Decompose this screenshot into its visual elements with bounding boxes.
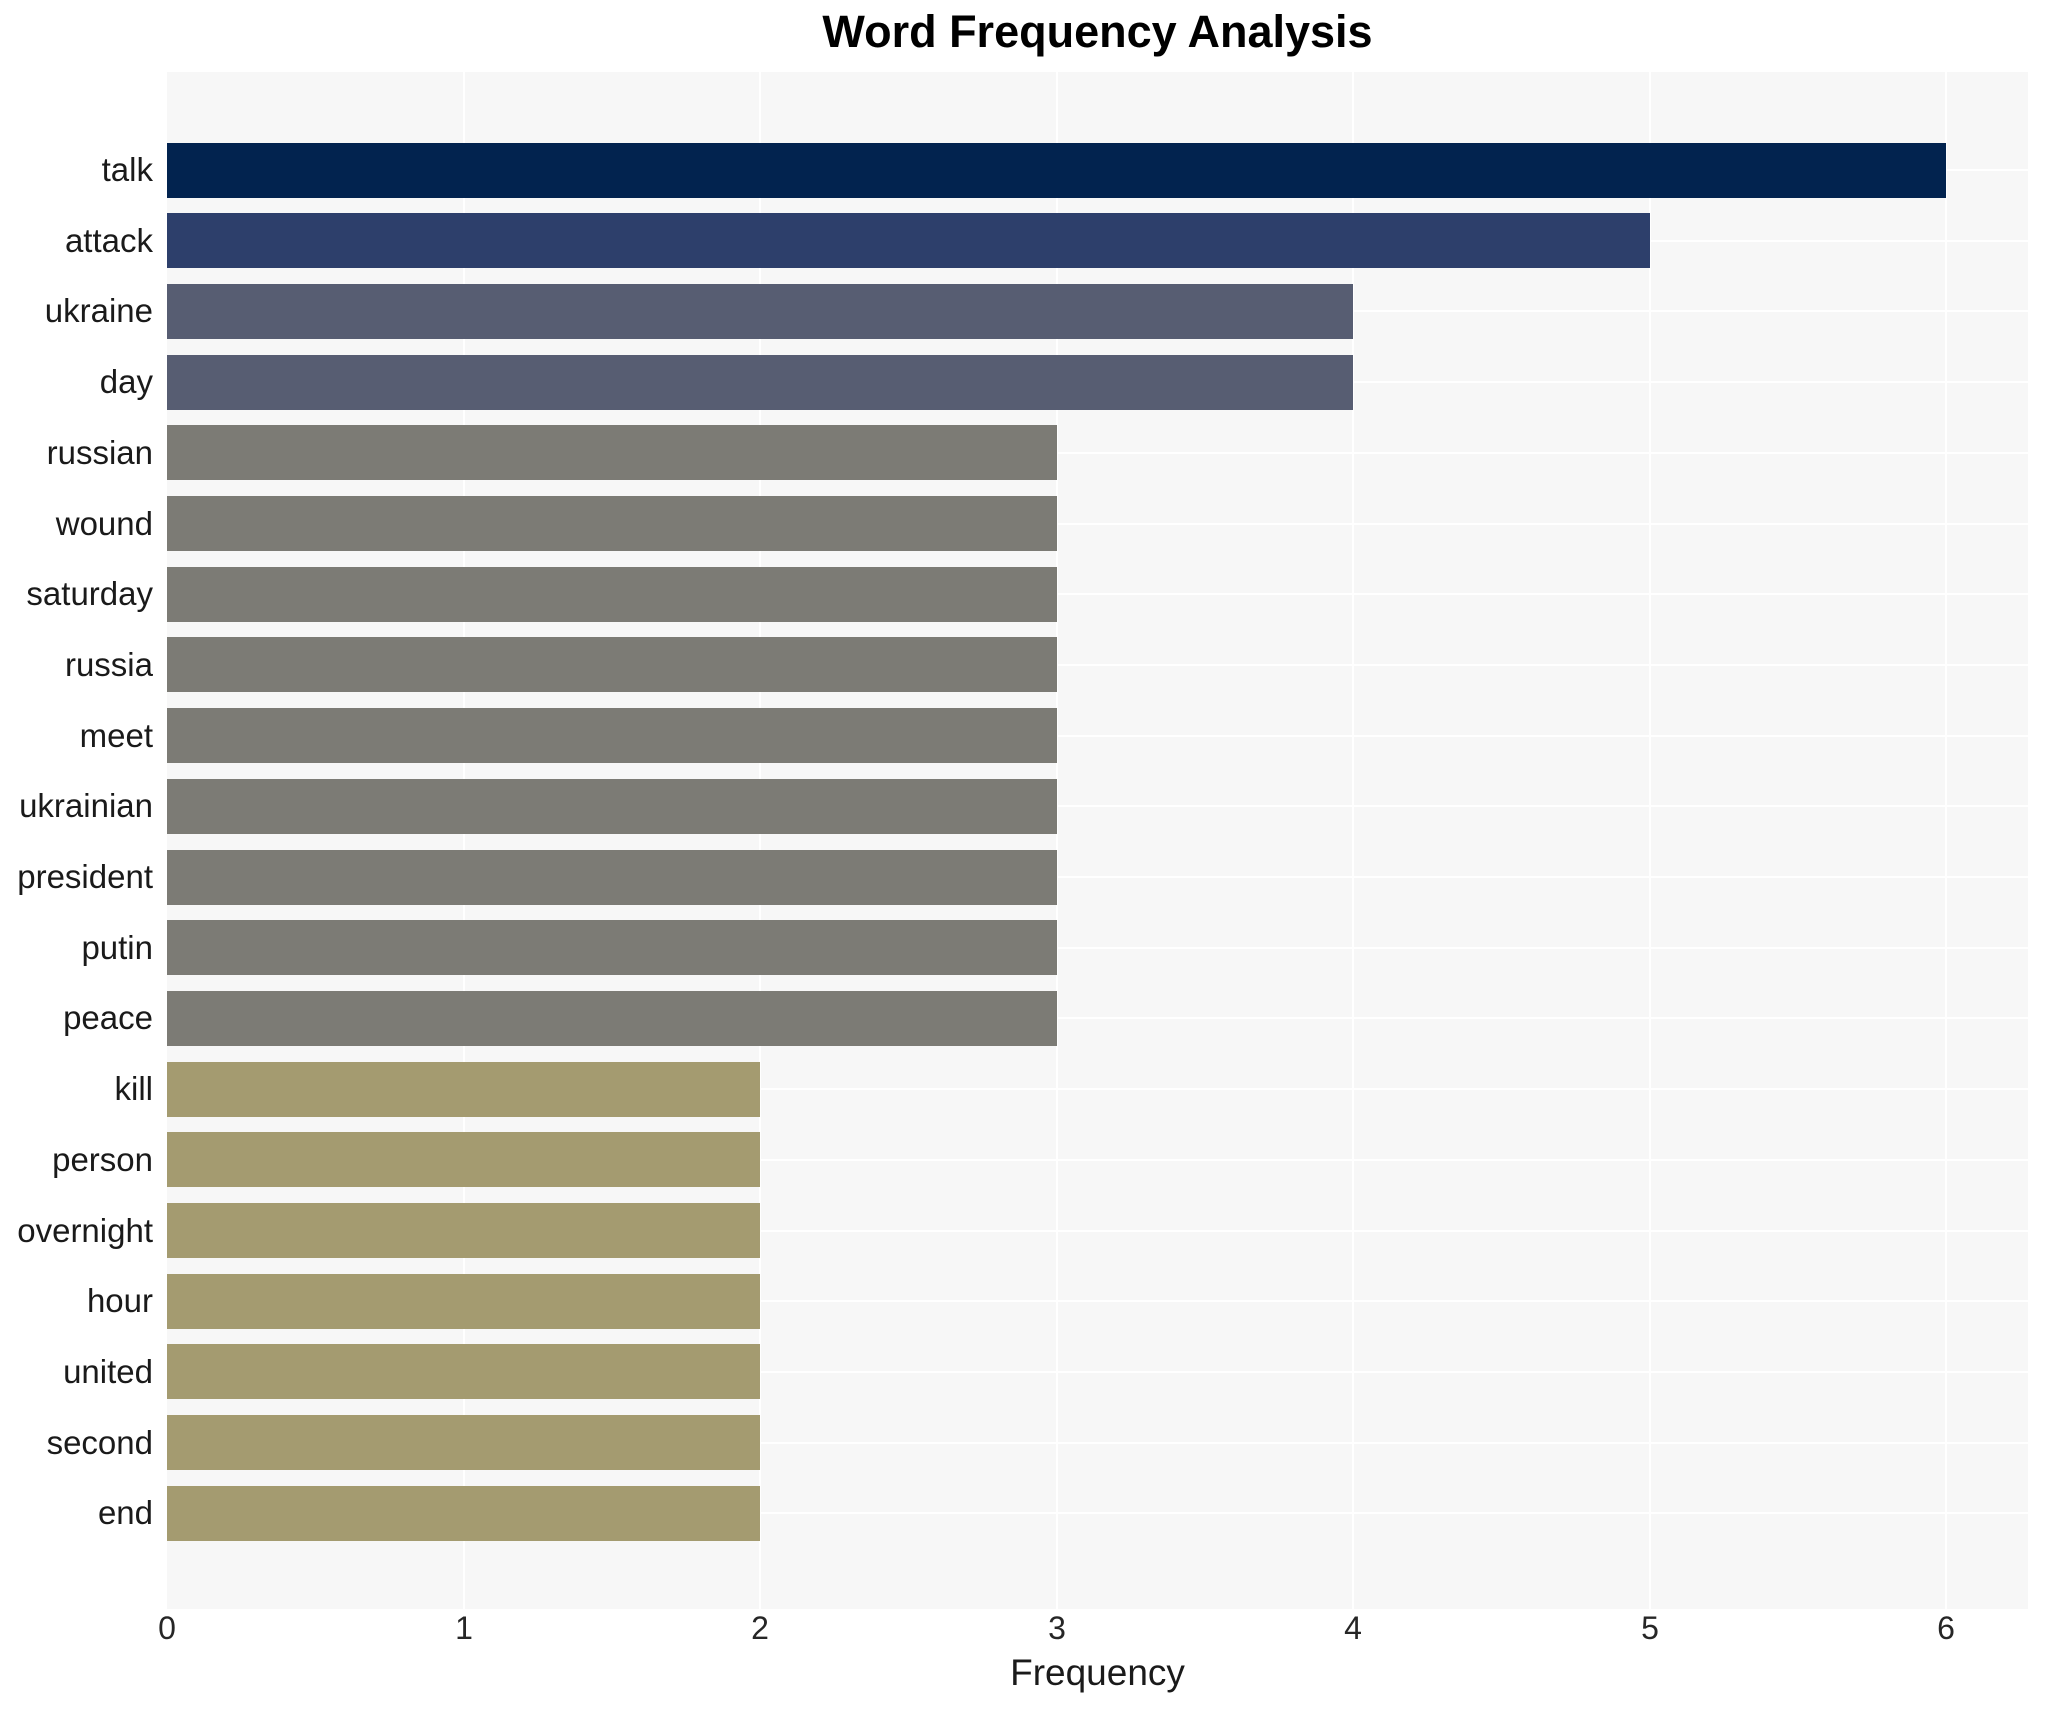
x-tick-2: 2 bbox=[751, 1610, 769, 1646]
bar-saturday bbox=[167, 567, 1057, 622]
bar-overnight bbox=[167, 1203, 760, 1258]
gridline-horizontal-hour bbox=[167, 1300, 2028, 1303]
gridline-vertical-3 bbox=[1056, 72, 1058, 1609]
gridline-horizontal-peace bbox=[167, 1017, 2028, 1020]
gridline-horizontal-end bbox=[167, 1512, 2028, 1515]
bar-person bbox=[167, 1132, 760, 1187]
gridline-horizontal-person bbox=[167, 1158, 2028, 1161]
bar-ukrainian bbox=[167, 779, 1057, 834]
gridline-vertical-2 bbox=[759, 72, 761, 1609]
plot-area bbox=[167, 72, 2028, 1609]
x-tick-3: 3 bbox=[1048, 1610, 1066, 1646]
y-label-hour: hour bbox=[86, 1282, 153, 1319]
bar-end bbox=[167, 1486, 760, 1541]
gridline-horizontal-united bbox=[167, 1370, 2028, 1373]
gridline-vertical-6 bbox=[1945, 72, 1947, 1609]
gridline-horizontal-overnight bbox=[167, 1229, 2028, 1232]
y-label-wound: wound bbox=[55, 505, 153, 542]
gridline-horizontal-president bbox=[167, 876, 2028, 878]
y-label-ukrainian: ukrainian bbox=[19, 787, 153, 824]
y-label-russia: russia bbox=[64, 646, 153, 683]
bar-president bbox=[167, 850, 1057, 905]
y-label-end: end bbox=[97, 1494, 153, 1531]
gridline-horizontal-kill bbox=[167, 1088, 2028, 1091]
bar-kill bbox=[167, 1062, 760, 1117]
y-label-peace: peace bbox=[63, 999, 153, 1036]
bar-wound bbox=[167, 496, 1057, 551]
gridline-horizontal-saturday bbox=[167, 593, 2028, 596]
y-label-saturday: saturday bbox=[26, 575, 153, 612]
bar-peace bbox=[167, 991, 1057, 1046]
gridline-vertical-1 bbox=[463, 72, 465, 1609]
y-label-russian: russian bbox=[46, 434, 153, 471]
gridline-vertical-4 bbox=[1352, 72, 1354, 1609]
bar-ukraine bbox=[167, 284, 1353, 339]
bar-meet bbox=[167, 708, 1057, 763]
y-label-meet: meet bbox=[79, 717, 153, 754]
gridline-vertical-5 bbox=[1649, 72, 1651, 1609]
y-label-president: president bbox=[17, 858, 153, 895]
gridline-horizontal-russian bbox=[167, 451, 2028, 454]
y-label-overnight: overnight bbox=[17, 1212, 153, 1249]
bar-russia bbox=[167, 637, 1057, 692]
gridline-horizontal-wound bbox=[167, 522, 2028, 525]
gridline-horizontal-russia bbox=[167, 663, 2028, 666]
y-label-ukraine: ukraine bbox=[44, 292, 153, 329]
gridline-horizontal-second bbox=[167, 1441, 2028, 1444]
x-tick-0: 0 bbox=[158, 1610, 176, 1646]
y-label-day: day bbox=[99, 363, 153, 400]
y-label-putin: putin bbox=[81, 929, 153, 966]
bar-putin bbox=[167, 920, 1057, 975]
x-tick-1: 1 bbox=[455, 1610, 473, 1646]
y-label-talk: talk bbox=[101, 151, 153, 188]
bar-hour bbox=[167, 1274, 760, 1329]
bar-talk bbox=[167, 143, 1946, 198]
x-tick-5: 5 bbox=[1641, 1610, 1659, 1646]
chart-title: Word Frequency Analysis bbox=[822, 6, 1373, 57]
gridline-horizontal-ukrainian bbox=[167, 805, 2028, 808]
x-axis-label: Frequency bbox=[1010, 1652, 1185, 1693]
bar-united bbox=[167, 1344, 760, 1399]
y-label-attack: attack bbox=[64, 222, 153, 259]
bar-second bbox=[167, 1415, 760, 1470]
x-tick-4: 4 bbox=[1344, 1610, 1362, 1646]
y-label-second: second bbox=[46, 1424, 153, 1461]
bar-day bbox=[167, 355, 1353, 410]
y-label-united: united bbox=[63, 1353, 153, 1390]
bar-attack bbox=[167, 213, 1650, 268]
gridline-horizontal-putin bbox=[167, 946, 2028, 949]
x-tick-6: 6 bbox=[1937, 1610, 1955, 1646]
gridline-horizontal-meet bbox=[167, 734, 2028, 737]
y-label-person: person bbox=[52, 1141, 153, 1178]
y-label-kill: kill bbox=[114, 1070, 154, 1107]
bar-russian bbox=[167, 425, 1057, 480]
